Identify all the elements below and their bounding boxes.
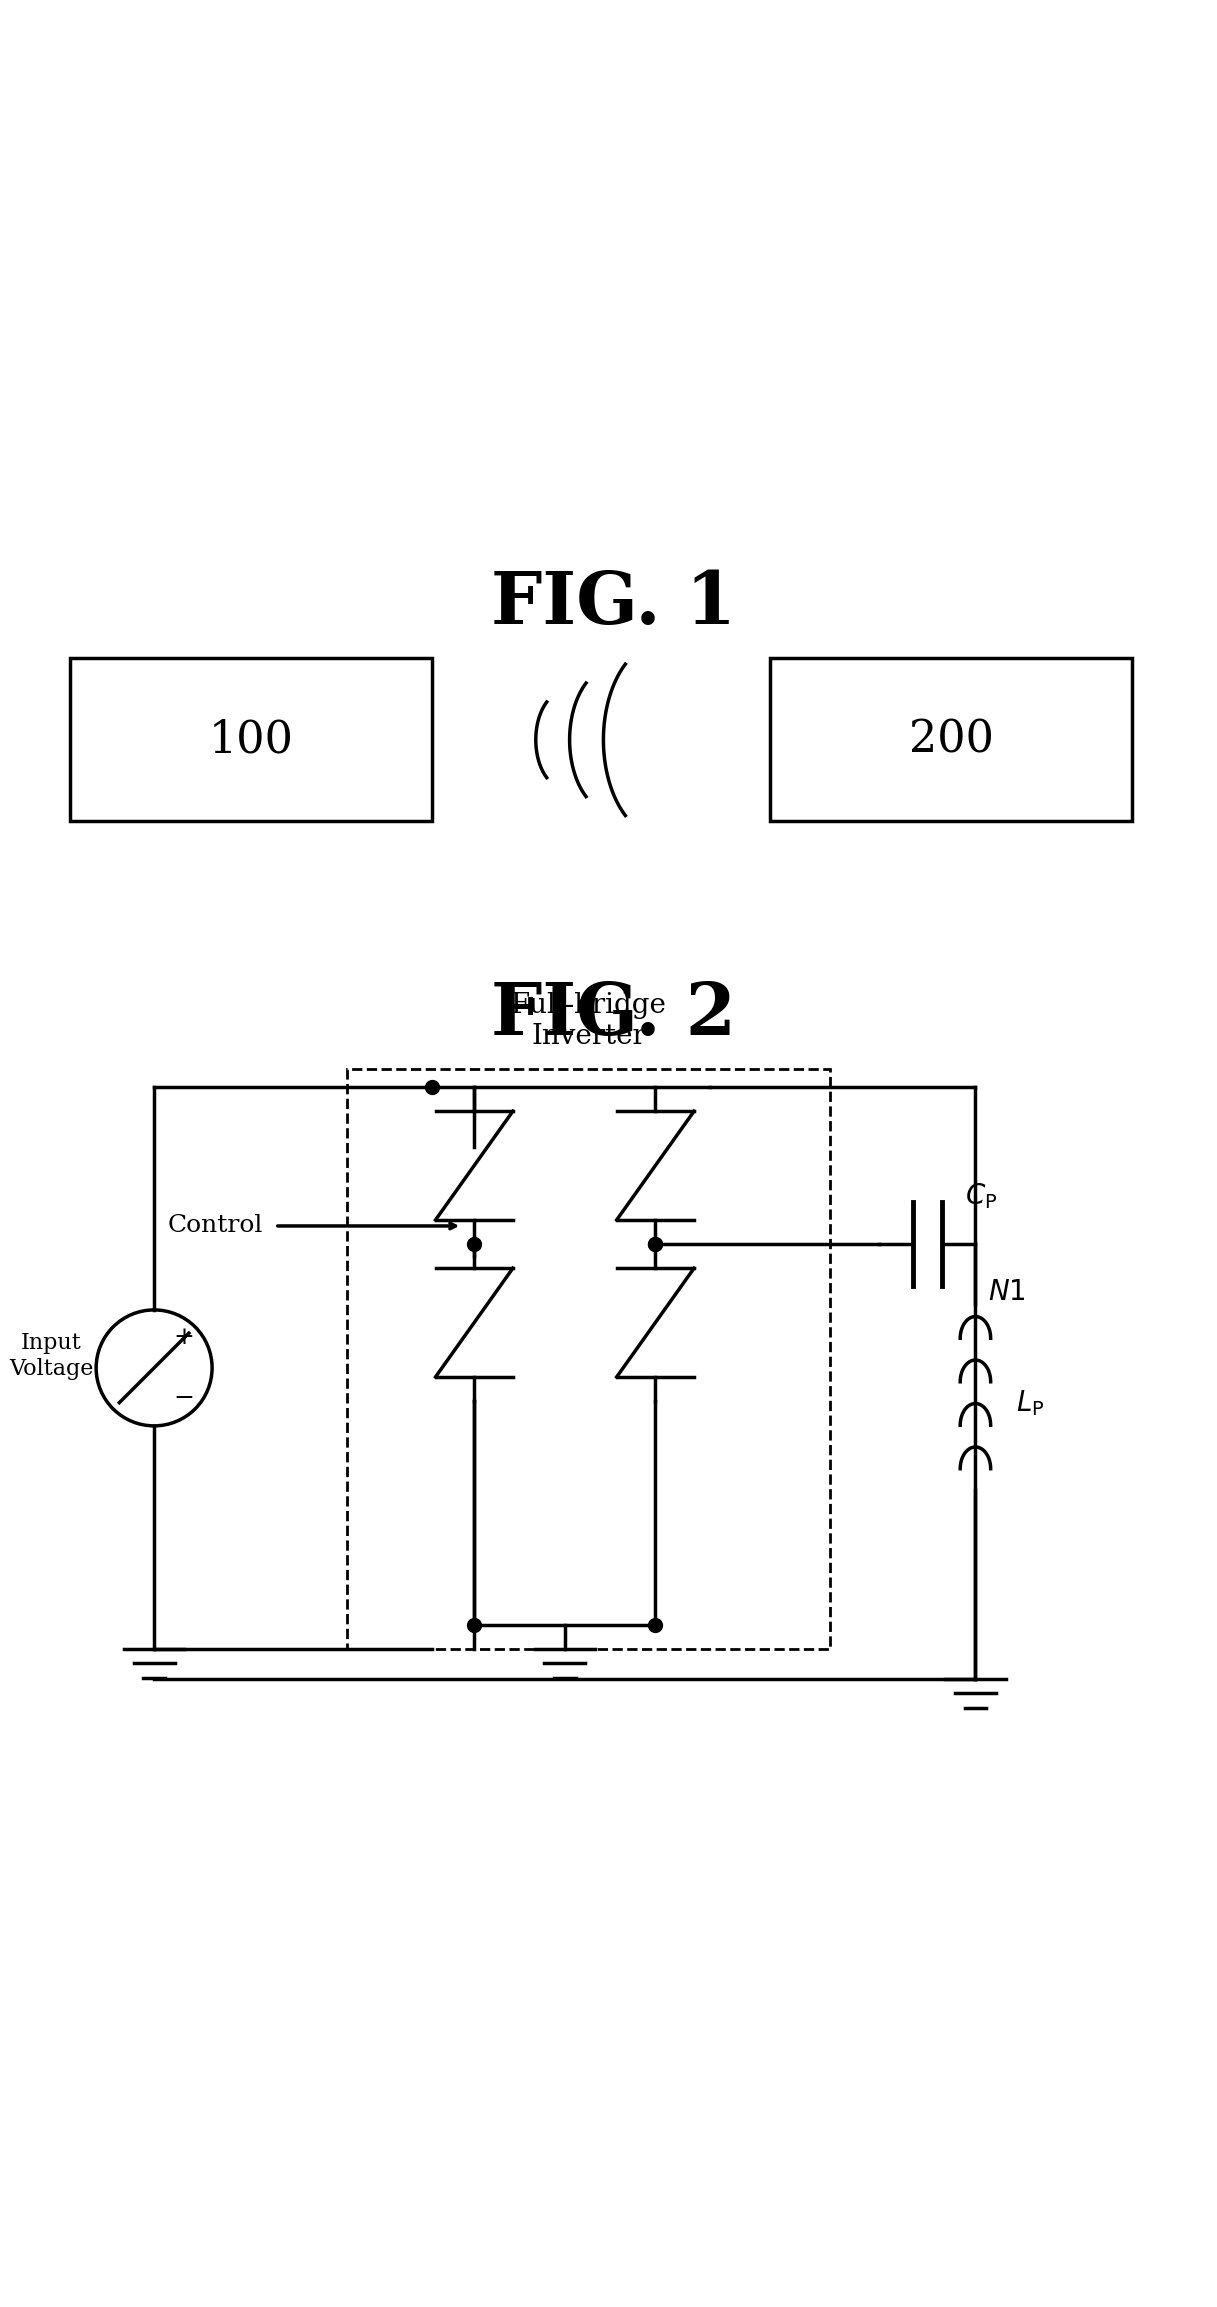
- Text: $C_\mathrm{P}$: $C_\mathrm{P}$: [965, 1181, 998, 1211]
- Text: Full-bridge
Inverter: Full-bridge Inverter: [511, 992, 667, 1050]
- Text: 100: 100: [208, 717, 293, 761]
- Bar: [347, 1068, 830, 1650]
- Text: $L_\mathrm{P}$: $L_\mathrm{P}$: [1015, 1389, 1044, 1419]
- Text: FIG. 1: FIG. 1: [490, 568, 735, 639]
- Bar: [770, 657, 1133, 821]
- Text: Control: Control: [168, 1213, 263, 1237]
- Text: −: −: [174, 1387, 195, 1410]
- Text: Input
Voltage: Input Voltage: [10, 1331, 94, 1380]
- Text: +: +: [174, 1327, 195, 1350]
- Text: FIG. 2: FIG. 2: [490, 978, 735, 1050]
- Bar: [69, 657, 432, 821]
- Text: 200: 200: [909, 717, 994, 761]
- Text: $N1$: $N1$: [987, 1278, 1025, 1306]
